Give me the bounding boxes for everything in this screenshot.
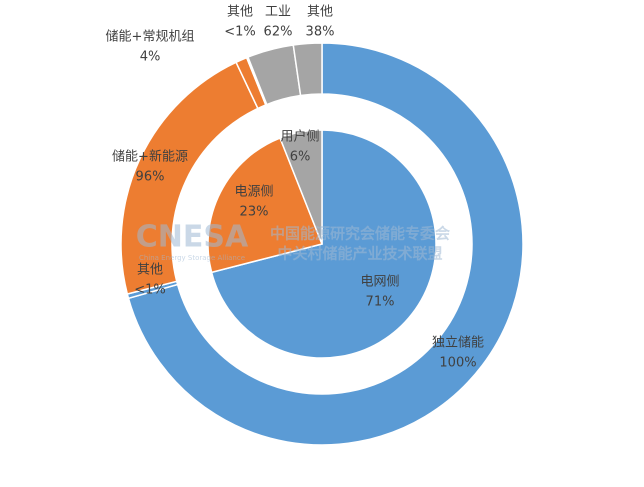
inner-wedge xyxy=(210,129,437,359)
inner-label: 电源侧 xyxy=(234,185,273,200)
outer-label: 其他 xyxy=(137,263,163,278)
outer-label: 其他 xyxy=(307,5,333,20)
outer-label: 工业 xyxy=(265,5,291,20)
watermark-tagline: China Energy Storage Alliance xyxy=(139,254,245,262)
outer-wedge xyxy=(292,42,323,97)
inner-wedge xyxy=(207,137,324,274)
outer-value-label: <1% xyxy=(224,25,256,40)
wedges xyxy=(120,42,524,446)
inner-value-label: 6% xyxy=(290,150,311,165)
outer-label: 其他 xyxy=(227,5,253,20)
watermark-line: 中国能源研究会储能专委会 xyxy=(270,225,450,243)
outer-wedge xyxy=(127,42,524,446)
inner-label: 电网侧 xyxy=(360,275,399,290)
inner-value-label: 23% xyxy=(240,205,269,220)
outer-label: 储能+常规机组 xyxy=(106,30,195,45)
inner-value-label: 71% xyxy=(366,295,395,310)
inner-label: 用户侧 xyxy=(280,129,319,145)
outer-value-label: 100% xyxy=(439,356,476,371)
outer-label: 独立储能 xyxy=(432,336,484,351)
outer-value-label: 62% xyxy=(264,25,293,40)
watermark-logo: CNESA xyxy=(136,220,249,255)
inner-wedge xyxy=(279,129,323,245)
outer-label: 储能+新能源 xyxy=(112,149,188,165)
outer-value-label: 96% xyxy=(136,170,165,185)
outer-value-label: 38% xyxy=(306,25,335,40)
outer-value-label: <1% xyxy=(134,283,166,298)
watermark-line: 中关村储能产业技术联盟 xyxy=(277,245,442,263)
outer-value-label: 4% xyxy=(140,50,161,65)
